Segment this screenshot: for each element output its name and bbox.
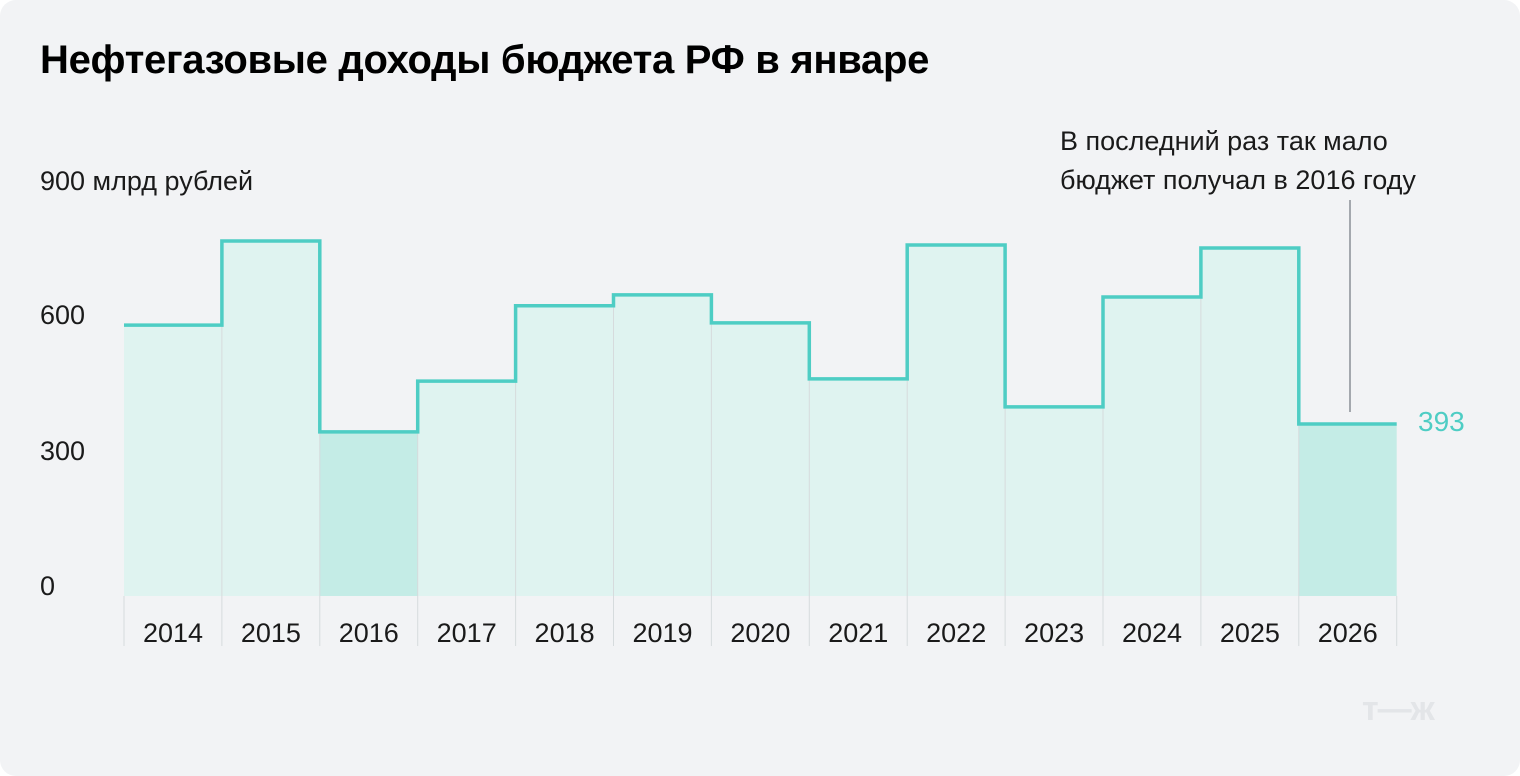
bar-2017 [417, 381, 516, 596]
tj-logo: т—ж [1362, 690, 1435, 728]
x-label-2015: 2015 [240, 618, 301, 648]
annotation-text: В последний раз так мало бюджет получал … [1060, 126, 1416, 195]
y-tick-300: 300 [40, 436, 86, 466]
x-label-2017: 2017 [436, 618, 497, 648]
bar-2015 [221, 241, 320, 596]
y-tick-0: 0 [40, 571, 56, 601]
bar-2026 [1298, 423, 1397, 596]
bar-2016 [319, 431, 418, 596]
bar-2025 [1200, 248, 1299, 596]
x-label-2025: 2025 [1219, 618, 1280, 648]
x-label-2022: 2022 [926, 618, 987, 648]
x-label-2020: 2020 [730, 618, 791, 648]
bar-2021 [809, 378, 908, 596]
bar-2018 [515, 305, 614, 596]
x-label-2024: 2024 [1121, 618, 1183, 648]
x-label-2019: 2019 [632, 618, 693, 648]
x-label-2021: 2021 [828, 618, 889, 648]
x-label-2023: 2023 [1024, 618, 1085, 648]
y-axis-unit-label: 900 млрд рублей [40, 166, 254, 196]
step-line [124, 239, 1397, 434]
x-label-2026: 2026 [1317, 618, 1378, 648]
y-tick-600: 600 [40, 300, 86, 330]
bar-2014 [124, 325, 222, 596]
chart-title: Нефтегазовые доходы бюджета РФ в январе [40, 38, 930, 82]
last-value-label: 393 [1418, 406, 1465, 437]
bar-2020 [711, 322, 810, 596]
x-label-2018: 2018 [534, 618, 595, 648]
bar-2023 [1005, 406, 1103, 596]
x-label-2014: 2014 [142, 618, 204, 648]
bar-2024 [1103, 297, 1201, 596]
bar-2022 [907, 244, 1006, 596]
bar-fills [124, 241, 1397, 596]
x-label-2016: 2016 [338, 618, 399, 648]
bar-2019 [613, 294, 712, 596]
